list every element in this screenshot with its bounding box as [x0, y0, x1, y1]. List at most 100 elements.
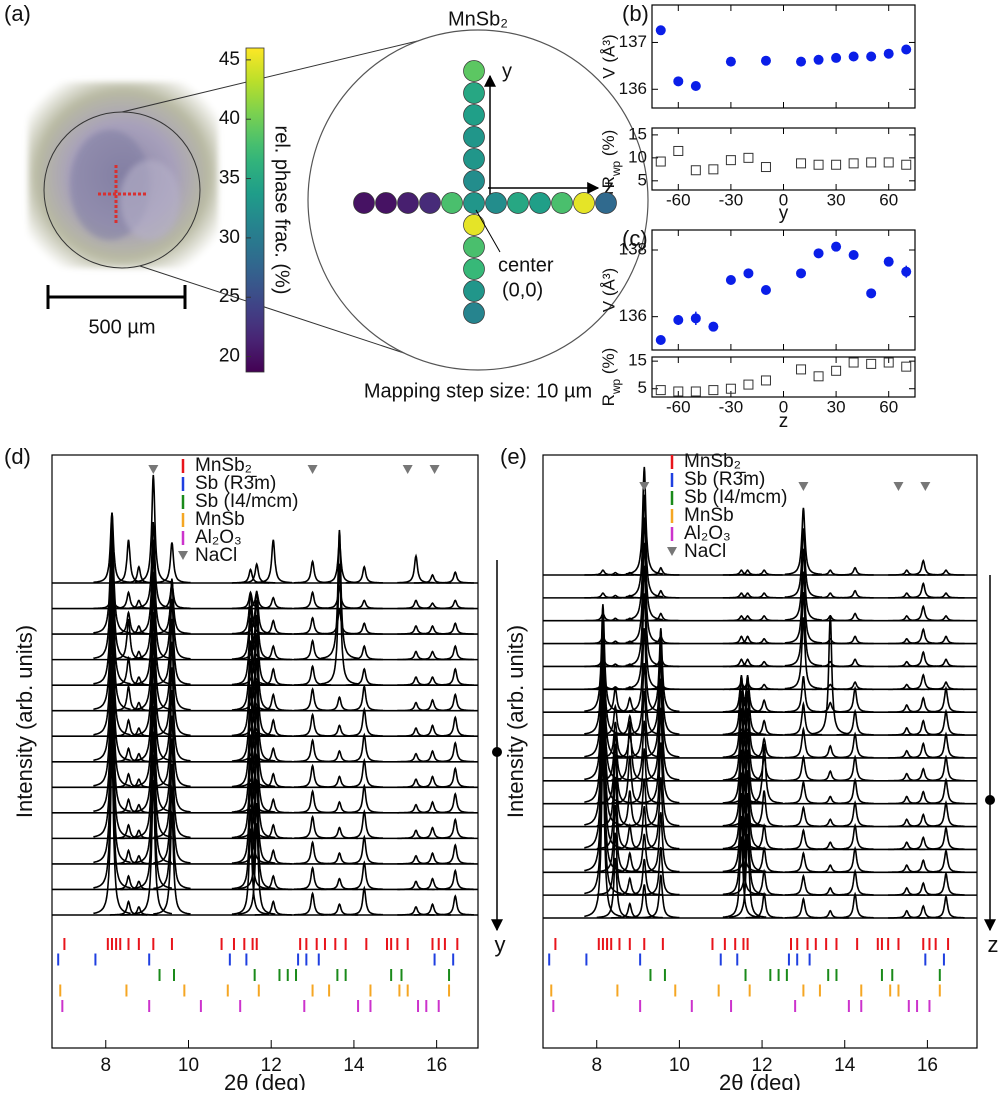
colorbar-tick-label: 40 — [219, 108, 240, 129]
data-point — [866, 51, 877, 62]
peak — [625, 466, 663, 575]
peak — [134, 731, 172, 864]
peak — [642, 707, 680, 804]
peak — [238, 803, 276, 890]
peak — [904, 604, 942, 622]
peak — [642, 812, 680, 873]
peak — [345, 885, 383, 916]
peak — [745, 868, 783, 896]
peak — [728, 690, 767, 759]
peak — [625, 628, 664, 713]
peak — [722, 815, 760, 896]
peak — [345, 834, 384, 865]
peak — [397, 778, 435, 788]
y-axis-label: V (Å³) — [599, 268, 618, 312]
peak — [888, 660, 926, 668]
peak — [784, 754, 822, 782]
peak — [811, 769, 849, 782]
data-point — [813, 371, 824, 382]
peak — [888, 726, 926, 736]
peak — [231, 686, 270, 762]
x-axis-label: 2θ (deg) — [224, 1070, 306, 1090]
peak — [811, 701, 849, 713]
peak — [722, 674, 761, 736]
y-axis-label-part: R — [599, 176, 618, 188]
peak — [888, 864, 926, 873]
peak — [888, 749, 926, 759]
peak — [888, 909, 926, 919]
peak — [729, 770, 767, 850]
peak — [237, 680, 276, 762]
peak — [231, 708, 270, 788]
peak — [294, 789, 332, 814]
peak — [584, 615, 622, 735]
x-tick-label: 10 — [178, 1055, 199, 1076]
peak — [625, 806, 663, 850]
y-axis-label: Intensity (arb. units) — [12, 625, 37, 818]
peak — [625, 778, 664, 827]
peak — [927, 592, 965, 599]
peak — [584, 749, 622, 918]
peak — [584, 727, 622, 895]
peak — [294, 891, 332, 916]
peak — [436, 692, 474, 712]
peak — [784, 592, 822, 667]
peak — [238, 780, 276, 864]
peak — [888, 683, 926, 691]
data-point — [883, 357, 894, 368]
data-point — [655, 25, 666, 36]
legend-label: MnSb — [195, 509, 245, 530]
peak — [109, 539, 148, 584]
peak — [320, 877, 359, 891]
peak — [231, 640, 270, 711]
peak — [927, 569, 965, 576]
x-axis-label: 2θ (deg) — [719, 1070, 801, 1090]
peak — [811, 615, 850, 735]
peak — [254, 874, 292, 891]
peak — [153, 598, 191, 686]
peak — [436, 868, 474, 891]
x-tick-label: -60 — [666, 190, 691, 209]
colorbar-tick-label: 35 — [219, 168, 240, 189]
peak — [745, 637, 783, 645]
phase-marker — [402, 465, 413, 474]
x-tick-label: 16 — [917, 1055, 938, 1076]
peak — [254, 619, 292, 635]
data-point — [760, 375, 771, 386]
peak — [836, 658, 874, 668]
peak — [238, 706, 276, 788]
map-point — [529, 192, 551, 214]
peak — [784, 896, 822, 919]
peak — [294, 590, 332, 610]
peak — [134, 754, 172, 889]
peak — [397, 701, 435, 712]
center-pointer — [475, 209, 501, 253]
peak — [784, 828, 822, 850]
peak — [722, 749, 761, 827]
map-axis-label: y — [502, 60, 512, 82]
peak — [231, 782, 270, 864]
scale-bar — [46, 285, 187, 309]
peak — [254, 746, 292, 763]
peak — [729, 708, 767, 781]
peak — [397, 624, 435, 635]
peak — [642, 846, 680, 896]
data-point — [743, 152, 754, 163]
x-axis-label: z — [779, 411, 789, 432]
peak — [596, 857, 634, 919]
data-point — [690, 386, 701, 397]
peak — [153, 618, 191, 711]
y-axis-label-part: (%) — [599, 348, 618, 379]
colorbar-tick-label: 30 — [219, 227, 240, 248]
peak — [836, 777, 874, 805]
map-point — [485, 192, 507, 214]
data-point — [901, 266, 912, 277]
peak — [254, 667, 292, 686]
peak — [436, 894, 474, 916]
peak — [254, 848, 292, 865]
peak — [153, 738, 191, 839]
peak — [134, 634, 172, 762]
peak — [238, 562, 276, 584]
peak — [927, 635, 965, 645]
peak — [238, 731, 276, 813]
